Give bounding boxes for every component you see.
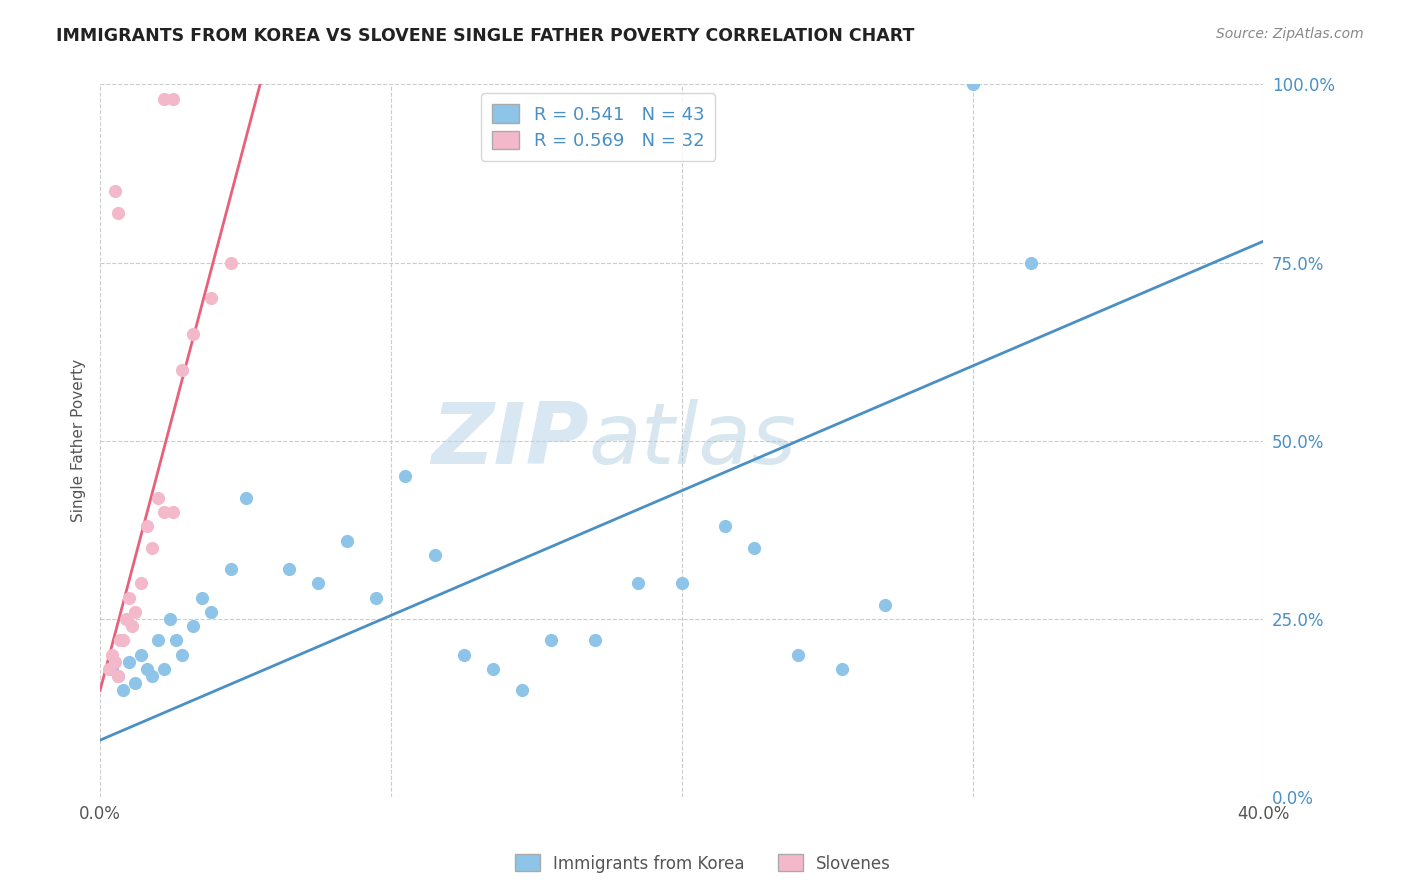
Point — [135, 519, 157, 533]
Point — [744, 541, 766, 555]
Point — [394, 469, 416, 483]
Text: Source: ZipAtlas.com: Source: ZipAtlas.com — [1216, 27, 1364, 41]
Point — [336, 533, 359, 548]
Point — [181, 326, 204, 341]
Point — [141, 541, 163, 555]
Point — [148, 491, 170, 505]
Point — [423, 548, 446, 562]
Point — [162, 505, 184, 519]
Point — [141, 669, 163, 683]
Point — [115, 612, 138, 626]
Point — [112, 633, 135, 648]
Text: atlas: atlas — [589, 400, 797, 483]
Point — [170, 648, 193, 662]
Point — [153, 662, 176, 676]
Point — [235, 491, 257, 505]
Point — [307, 576, 329, 591]
Point — [962, 78, 984, 92]
Point — [162, 92, 184, 106]
Point — [366, 591, 388, 605]
Point — [121, 619, 143, 633]
Point — [100, 648, 122, 662]
Point — [875, 598, 897, 612]
Point — [100, 662, 122, 676]
Point — [124, 676, 146, 690]
Point — [118, 655, 141, 669]
Point — [787, 648, 810, 662]
Point — [148, 633, 170, 648]
Point — [118, 591, 141, 605]
Y-axis label: Single Father Poverty: Single Father Poverty — [72, 359, 86, 523]
Point — [1019, 255, 1042, 269]
Point — [219, 562, 242, 576]
Point — [219, 255, 242, 269]
Point — [97, 662, 120, 676]
Point — [453, 648, 475, 662]
Point — [104, 655, 127, 669]
Legend: R = 0.541   N = 43, R = 0.569   N = 32: R = 0.541 N = 43, R = 0.569 N = 32 — [481, 94, 716, 161]
Point — [627, 576, 650, 591]
Point — [124, 605, 146, 619]
Point — [540, 633, 562, 648]
Point — [107, 669, 129, 683]
Text: IMMIGRANTS FROM KOREA VS SLOVENE SINGLE FATHER POVERTY CORRELATION CHART: IMMIGRANTS FROM KOREA VS SLOVENE SINGLE … — [56, 27, 915, 45]
Point — [510, 683, 533, 698]
Point — [831, 662, 853, 676]
Point — [671, 576, 693, 591]
Point — [153, 92, 176, 106]
Point — [278, 562, 301, 576]
Point — [135, 662, 157, 676]
Point — [129, 648, 152, 662]
Point — [104, 185, 127, 199]
Point — [165, 633, 187, 648]
Point — [714, 519, 737, 533]
Point — [481, 662, 503, 676]
Point — [583, 633, 606, 648]
Point — [110, 633, 132, 648]
Point — [112, 683, 135, 698]
Point — [181, 619, 204, 633]
Point — [107, 205, 129, 219]
Text: ZIP: ZIP — [432, 400, 589, 483]
Point — [170, 362, 193, 376]
Point — [200, 291, 222, 305]
Legend: Immigrants from Korea, Slovenes: Immigrants from Korea, Slovenes — [508, 847, 898, 880]
Point — [107, 669, 129, 683]
Point — [129, 576, 152, 591]
Point — [159, 612, 181, 626]
Point — [191, 591, 214, 605]
Point — [153, 505, 176, 519]
Point — [200, 605, 222, 619]
